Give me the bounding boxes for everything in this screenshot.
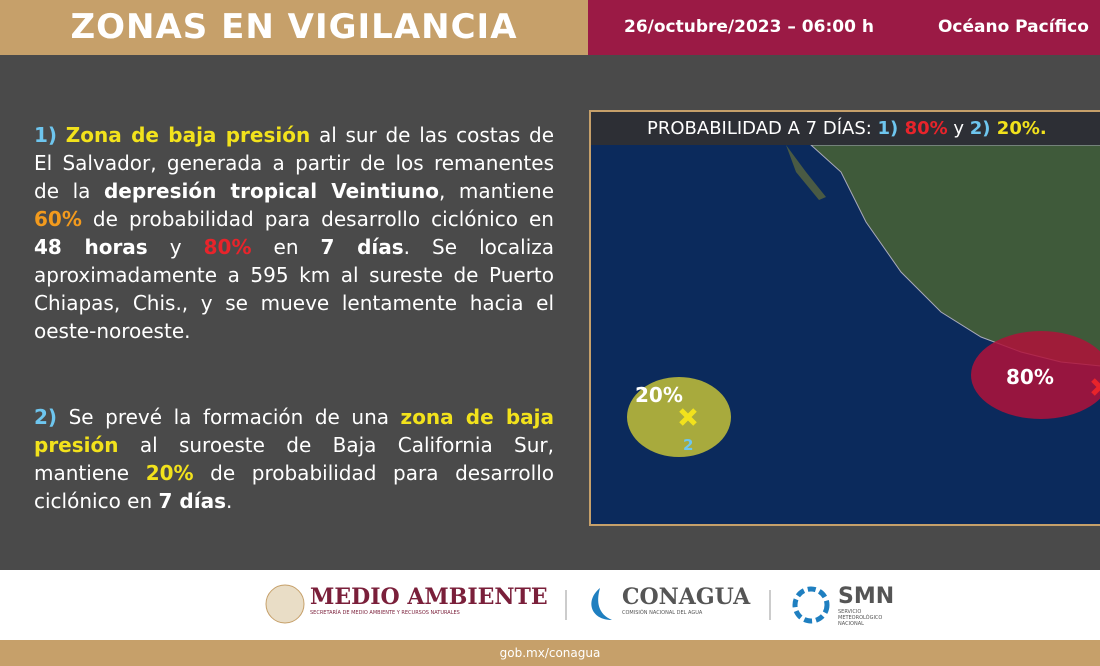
zone-area (627, 377, 731, 457)
text-segment: . Se localiza aproximadamente a 595 km a… (34, 235, 554, 343)
footer: MEDIO AMBIENTE SECRETARÍA DE MEDIO AMBIEN… (0, 570, 1100, 640)
emblem (591, 588, 612, 620)
text-segment: 80% (203, 235, 252, 259)
emblem (792, 586, 830, 624)
text-segment: 2) (969, 118, 991, 139)
text-segment: en (251, 235, 321, 259)
logo-icons (265, 584, 830, 624)
text-segment: zona de baja presión (34, 405, 554, 457)
text-segment: y (147, 235, 204, 259)
logo-name: MEDIO AMBIENTE (310, 584, 548, 610)
text-segment: 2) (34, 405, 58, 429)
text-segment: 7 días (158, 489, 226, 513)
text-segment: al suroeste de Baja California Sur, mant… (34, 433, 554, 485)
logo-name: CONAGUA (622, 584, 751, 610)
text-segment: , mantiene (438, 179, 554, 203)
text-segment: de probabilidad para desarrollo ciclónic… (81, 207, 554, 231)
emblem (265, 584, 305, 624)
text-segment: 20%. (990, 118, 1047, 139)
map-title: PROBABILIDAD A 7 DÍAS: 1) 80% y 2) 20%. (591, 112, 1100, 145)
text-segment: Zona de baja presión (65, 123, 311, 147)
logo: SMN SERVICIO METEOROLÓGICO NACIONAL (838, 584, 898, 627)
text-segment: PROBABILIDAD A 7 DÍAS: (647, 118, 878, 139)
text-segment (57, 123, 66, 147)
logo: CONAGUA COMISIÓN NACIONAL DEL AGUA (622, 584, 750, 616)
land (809, 144, 1100, 367)
text-segment: al sur de las costas de El Salvador, gen… (34, 123, 555, 203)
header-title: ZONAS EN VIGILANCIA (0, 0, 588, 55)
text-segment: 1) (34, 123, 58, 147)
zone-area (971, 331, 1100, 419)
center-marker (1091, 378, 1100, 396)
zone-label: 20% (635, 383, 683, 407)
text-segment: depresión tropical Veintiuno (103, 179, 439, 203)
zone-id: 2 (683, 436, 693, 454)
logo: MEDIO AMBIENTE SECRETARÍA DE MEDIO AMBIEN… (310, 584, 548, 616)
footer-strip: gob.mx/conagua (0, 640, 1100, 666)
header-date: 26/octubre/2023 – 06:00 h (624, 17, 874, 37)
header-bar: 26/octubre/2023 – 06:00 h Océano Pacífico (588, 0, 1100, 55)
text-segment: 1) (877, 118, 899, 139)
logo-sub: SERVICIO METEOROLÓGICO NACIONAL (838, 609, 883, 627)
text-segment: de probabilidad para desarrollo ciclónic… (34, 461, 554, 513)
header-region: Océano Pacífico (937, 17, 1089, 37)
logo-sub: COMISIÓN NACIONAL DEL AGUA (622, 610, 703, 616)
paragraph: 1) Zona de baja presión al sur de las co… (34, 121, 554, 345)
text-segment: Se prevé la formación de una (57, 405, 401, 429)
text-segment: y (947, 118, 970, 139)
land (786, 145, 826, 200)
footer-url: gob.mx/conagua (499, 646, 601, 660)
logo-sub: SECRETARÍA DE MEDIO AMBIENTE Y RECURSOS … (310, 610, 460, 616)
text-segment: 80% (898, 118, 948, 139)
zone-label: 80% (1006, 365, 1054, 389)
logo-name: SMN (838, 584, 895, 609)
text-segment: 20% (145, 461, 194, 485)
text-segment: 7 días (320, 235, 404, 259)
text-segment: 48 horas (34, 235, 148, 259)
paragraph: 2) Se prevé la formación de una zona de … (34, 403, 554, 515)
text-segment: 60% (34, 207, 82, 231)
map-graphic: 80% 1 20% 2 (627, 144, 1100, 457)
text-segment: . (225, 489, 233, 513)
center-marker (679, 408, 697, 426)
map: 80% 1 20% 2 PROBABILIDAD A 7 DÍAS: 1) 80… (589, 110, 1100, 526)
